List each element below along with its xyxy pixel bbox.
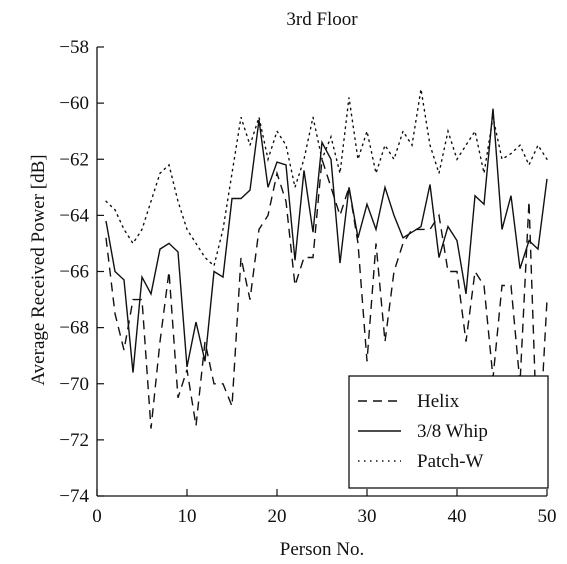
y-axis-title: Average Received Power [dB]: [28, 154, 49, 385]
y-tick-label: −62: [59, 149, 89, 170]
x-axis-title: Person No.: [280, 539, 364, 560]
y-tick-label: −60: [59, 93, 89, 114]
x-tick-label: 0: [92, 506, 102, 527]
chart-title: 3rd Floor: [286, 9, 358, 30]
series-line-helix: [105, 159, 548, 468]
y-tick-label: −68: [59, 318, 89, 339]
series-line-3-8-whip: [105, 108, 548, 373]
plot-area: [105, 88, 548, 468]
x-tick-label: 20: [268, 506, 287, 527]
axes: 0 10 20 30 40 50 −74 −72 −70 −68 −66 −64 −62 −60 −58: [59, 37, 556, 527]
y-tick-label: −74: [59, 486, 89, 507]
legend: Helix 3/8 Whip Patch-W: [348, 375, 549, 489]
y-tick-label: −72: [59, 430, 89, 451]
y-tick-label: −66: [59, 262, 89, 283]
legend-label: 3/8 Whip: [417, 421, 488, 442]
legend-label: Helix: [417, 391, 460, 412]
legend-box: [348, 375, 549, 489]
x-tick-label: 50: [538, 506, 557, 527]
x-tick-label: 10: [178, 506, 197, 527]
y-tick-label: −70: [59, 374, 89, 395]
legend-label: Patch-W: [417, 451, 484, 472]
y-tick-label: −64: [59, 205, 89, 226]
series-line-patch-w: [105, 88, 548, 268]
x-tick-label: 40: [448, 506, 467, 527]
y-tick-label: −58: [59, 37, 89, 58]
x-tick-label: 30: [358, 506, 377, 527]
